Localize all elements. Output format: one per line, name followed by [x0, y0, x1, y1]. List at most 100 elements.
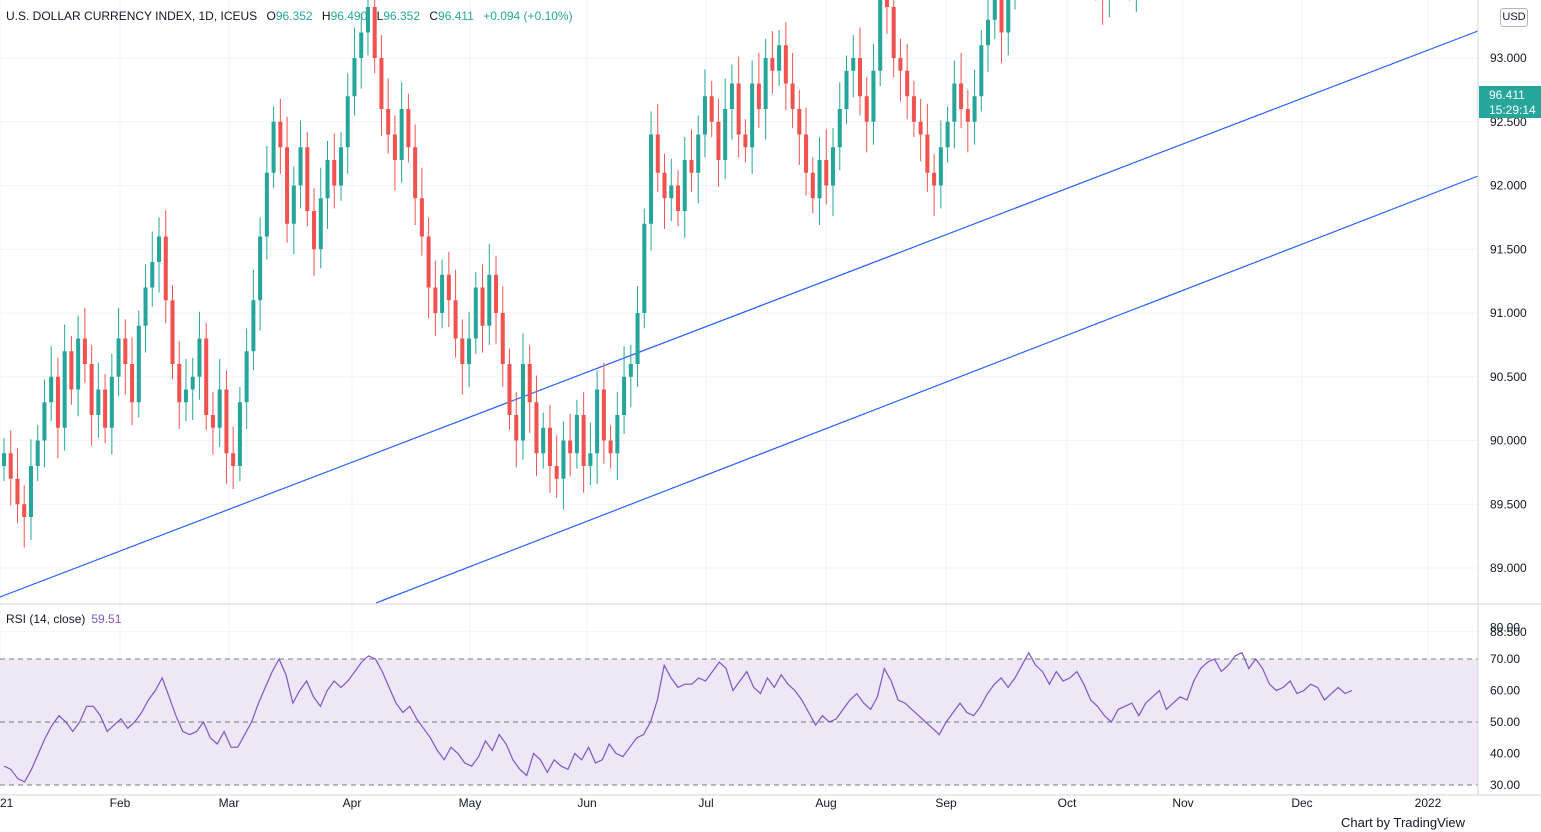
candle-body: [156, 236, 162, 262]
upper-trendline[interactable]: [0, 30, 1479, 598]
candle-body: [96, 389, 101, 415]
candle-body: [608, 440, 613, 454]
candle-body: [433, 287, 438, 313]
candle-body: [932, 172, 937, 186]
candle-body: [1, 453, 7, 466]
trendlines[interactable]: [0, 30, 1479, 604]
rsi-tick-label: 40.00: [1490, 747, 1520, 761]
rsi-tick-label: 70.00: [1490, 652, 1520, 666]
candle-body: [662, 172, 667, 199]
candle-body: [561, 440, 566, 479]
candle-body: [716, 121, 721, 160]
price-tick-label: 93.500: [1490, 0, 1527, 1]
candle-body: [413, 147, 418, 199]
candle-body: [595, 389, 600, 454]
price-tick-label: 92.000: [1490, 179, 1527, 193]
candle-body: [237, 402, 242, 466]
candle-body: [507, 364, 512, 415]
candle-body: [480, 287, 485, 326]
candle-body: [777, 45, 782, 71]
candle-body: [278, 121, 283, 148]
candle-body: [264, 172, 269, 237]
candle-body: [790, 83, 795, 109]
candle-body: [541, 427, 546, 454]
candle-body: [736, 83, 741, 135]
candle-body: [312, 211, 317, 250]
candle-body: [136, 325, 141, 403]
candle-body: [217, 389, 222, 428]
last-price-label: 96.411 15:29:14: [1479, 86, 1541, 118]
tradingview-credit[interactable]: Chart by TradingView: [1341, 815, 1466, 830]
symbol-title: U.S. DOLLAR CURRENCY INDEX, 1D, ICEUS: [6, 9, 258, 23]
price-tick-label: 91.500: [1490, 242, 1527, 256]
candle-body: [992, 0, 997, 20]
candle-body: [547, 427, 552, 466]
candle-body: [615, 415, 620, 454]
candle-body: [925, 134, 930, 173]
candle-body: [62, 351, 67, 428]
candle-body: [8, 453, 13, 479]
candle-body: [170, 300, 175, 364]
candle-body: [972, 96, 977, 122]
candle-body: [952, 83, 957, 122]
candle-body: [750, 83, 755, 148]
low-label: L: [376, 9, 384, 23]
candle-body: [581, 415, 586, 466]
candle-body: [884, 0, 889, 7]
rsi-legend: RSI (14, close) 59.51: [6, 612, 121, 626]
time-tick-label: Jun: [577, 796, 596, 810]
price-legend: U.S. DOLLAR CURRENCY INDEX, 1D, ICEUS O9…: [6, 9, 573, 23]
candle-body: [123, 338, 128, 364]
currency-button[interactable]: USD: [1500, 8, 1528, 27]
axes: 88.500 89.000 89.500 90.000 90.500 91.000 91.5…: [0, 0, 1541, 810]
time-tick-label: Sep: [935, 796, 957, 810]
candle-body: [696, 134, 701, 173]
price-tick-label: 90.500: [1490, 370, 1527, 384]
candle-body: [285, 147, 290, 224]
rsi-tick-label: 60.00: [1490, 684, 1520, 698]
candle-body: [460, 338, 465, 364]
close-value: 96.411: [438, 9, 474, 23]
candle-body: [830, 147, 836, 186]
lower-trendline[interactable]: [375, 175, 1479, 604]
candle-body: [386, 109, 391, 135]
price-tick-label: 89.500: [1490, 497, 1527, 511]
candle-body: [655, 134, 660, 173]
candle-body: [325, 160, 330, 199]
close-label: C: [429, 9, 439, 23]
candle-body: [69, 351, 74, 390]
candle-body: [520, 364, 526, 441]
candle-body: [837, 109, 842, 148]
price-tick-label: 93.000: [1490, 51, 1527, 65]
candle-body: [574, 415, 579, 454]
candle-body: [844, 70, 849, 109]
candle-body: [534, 402, 539, 454]
candle-body: [332, 160, 337, 186]
rsi-line: [3, 651, 1353, 783]
candle-body: [359, 32, 364, 58]
candle-body: [197, 338, 202, 377]
high-label: H: [321, 9, 331, 23]
time-tick-label: Nov: [1172, 796, 1193, 810]
time-tick-label: Mar: [219, 796, 240, 810]
candle-body: [365, 7, 370, 33]
candle-body: [82, 338, 87, 364]
candle-body: [419, 198, 424, 237]
candle-body: [76, 338, 81, 390]
candle-body: [527, 364, 532, 403]
candle-body: [467, 338, 472, 364]
candle-body: [810, 172, 815, 199]
candle-body: [109, 376, 114, 428]
candle-body: [669, 185, 674, 199]
price-tick-label: 90.000: [1490, 434, 1527, 448]
rsi-tick-label: 80.00: [1490, 621, 1520, 635]
candle-body: [352, 58, 357, 97]
candle-body: [723, 109, 728, 160]
price-tick-label: 88.500: [1490, 625, 1527, 639]
candle-body: [588, 453, 593, 466]
candle-body: [103, 389, 108, 428]
rsi-value: 59.51: [91, 612, 122, 626]
change-value: +0.094 (+0.10%): [483, 9, 573, 23]
candle-body: [473, 287, 478, 339]
